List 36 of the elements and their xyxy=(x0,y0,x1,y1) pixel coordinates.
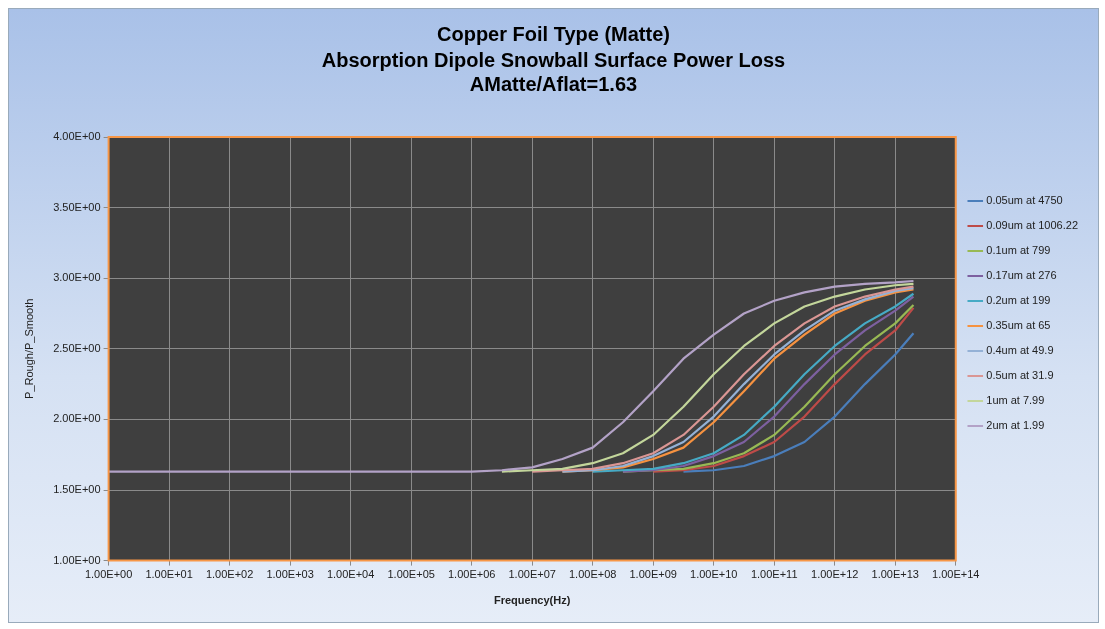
legend-label: 0.4um at 49.9 xyxy=(986,344,1054,357)
x-tick-label: 1.00E+13 xyxy=(871,568,919,581)
y-tick-label: 3.50E+00 xyxy=(53,200,101,213)
chart-subtitle: Absorption Dipole Snowball Surface Power Loss AMatte/Aflat=1.63 xyxy=(321,48,786,95)
x-tick-label: 1.00E+14 xyxy=(932,568,980,581)
y-tick-label: 2.00E+00 xyxy=(53,412,101,425)
x-tick-label: 1.00E+10 xyxy=(690,568,738,581)
legend-label: 2um at 1.99 xyxy=(986,419,1045,432)
x-tick-label: 1.00E+01 xyxy=(145,568,193,581)
x-tick-label: 1.00E+07 xyxy=(508,568,556,581)
y-tick-label: 1.50E+00 xyxy=(53,483,101,496)
legend-label: 0.5um at 31.9 xyxy=(986,369,1054,382)
legend-label: 0.2um at 199 xyxy=(986,294,1051,307)
y-tick-label: 2.50E+00 xyxy=(53,341,101,354)
x-tick-label: 1.00E+02 xyxy=(205,568,254,581)
y-tick-label: 3.00E+00 xyxy=(53,271,101,284)
legend-label: 0.35um at 65 xyxy=(986,319,1051,332)
chart-title: Copper Foil Type (Matte) xyxy=(437,22,670,45)
x-axis-title: Frequency(Hz) xyxy=(493,594,571,607)
y-axis-title: P_Rough/P_Smooth xyxy=(22,298,35,399)
legend-label: 1um at 7.99 xyxy=(986,394,1045,407)
legend-label: 0.1um at 799 xyxy=(986,244,1051,257)
legend-label: 0.09um at 1006.22 xyxy=(986,219,1079,232)
y-tick-label: 1.00E+00 xyxy=(53,553,101,566)
legend-label: 0.05um at 4750 xyxy=(986,194,1063,207)
x-tick-label: 1.00E+08 xyxy=(568,568,617,581)
legend-label: 0.17um at 276 xyxy=(986,269,1057,282)
x-tick-label: 1.00E+00 xyxy=(84,568,133,581)
x-tick-label: 1.00E+12 xyxy=(811,568,859,581)
x-tick-label: 1.00E+06 xyxy=(447,568,496,581)
y-tick-label: 4.00E+00 xyxy=(53,130,101,143)
x-tick-label: 1.00E+11 xyxy=(750,568,798,581)
x-tick-label: 1.00E+03 xyxy=(266,568,314,581)
x-tick-label: 1.00E+09 xyxy=(629,568,677,581)
x-tick-label: 1.00E+04 xyxy=(326,568,375,581)
x-tick-label: 1.00E+05 xyxy=(387,568,435,581)
